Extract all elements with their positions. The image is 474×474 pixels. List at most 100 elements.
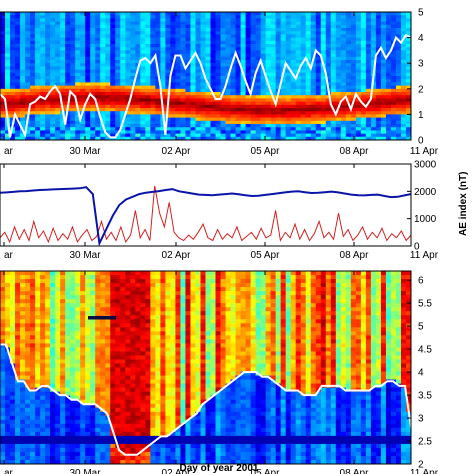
heatmap-cell — [110, 283, 116, 288]
y-tick-label: 1 — [418, 110, 424, 121]
heatmap-cell — [85, 21, 91, 26]
heatmap-cell — [25, 319, 31, 324]
heatmap-cell — [5, 72, 11, 77]
heatmap-cell — [5, 443, 11, 449]
heatmap-cell — [80, 63, 86, 67]
x-ticks-top: ar 30 Mar 02 Apr 05 Apr 08 Apr 11 Apr — [3, 12, 439, 157]
heatmap-cell — [115, 303, 121, 308]
heatmap-cell — [110, 133, 116, 138]
heatmap-cell — [120, 69, 126, 74]
heatmap-cell — [245, 40, 252, 45]
heatmap-cell — [350, 130, 357, 135]
heatmap-cell — [20, 56, 26, 61]
heatmap-cell — [230, 28, 237, 32]
heatmap-cell — [100, 339, 106, 344]
heatmap-cell — [50, 283, 56, 288]
heatmap-cell — [35, 136, 41, 140]
heatmap-cell — [50, 15, 56, 19]
heatmap-cell — [110, 92, 116, 96]
heatmap-cell — [170, 95, 177, 99]
heatmap-cell — [90, 275, 96, 280]
heatmap-cell — [190, 15, 197, 19]
heatmap-cell — [70, 31, 76, 35]
heatmap-cell — [95, 375, 101, 381]
heatmap-cell — [5, 69, 11, 74]
heatmap-cell — [70, 21, 76, 26]
heatmap-cell — [295, 124, 302, 128]
heatmap-cell — [20, 351, 26, 357]
heatmap-cell — [305, 127, 312, 131]
heatmap-cell — [75, 295, 81, 300]
heatmap-cell — [180, 79, 187, 83]
heatmap-cell — [75, 63, 81, 67]
heatmap-cell — [160, 403, 166, 409]
heatmap-cell — [20, 24, 26, 29]
heatmap-cell — [260, 76, 267, 80]
heatmap-cell — [120, 15, 126, 19]
heatmap-cell — [290, 101, 297, 106]
heatmap-cell — [95, 76, 101, 80]
heatmap-cell — [170, 283, 177, 288]
heatmap-cell — [380, 136, 387, 140]
heatmap-cell — [375, 31, 382, 35]
heatmap-cell — [100, 15, 106, 19]
heatmap-cell — [65, 427, 71, 433]
heatmap-cell — [115, 335, 121, 340]
heatmap-cell — [140, 117, 146, 122]
heatmap-cell — [0, 339, 6, 344]
heatmap-cell — [10, 295, 16, 300]
heatmap-cell — [15, 455, 21, 461]
heatmap-cell — [30, 18, 36, 23]
heatmap-cell — [75, 124, 81, 128]
heatmap-cell — [210, 79, 217, 83]
heatmap-cell — [55, 399, 61, 405]
heatmap-cell — [70, 79, 76, 83]
heatmap-cell — [100, 88, 106, 93]
heatmap-cell — [250, 44, 257, 48]
heatmap-cell — [135, 347, 141, 353]
heatmap-cell — [125, 53, 131, 58]
heatmap-cell — [15, 367, 21, 373]
heatmap-cell — [55, 435, 61, 441]
heatmap-cell — [50, 37, 56, 42]
heatmap-cell — [370, 136, 377, 140]
heatmap-cell — [0, 391, 6, 397]
heatmap-cell — [160, 299, 166, 304]
y-tick-label: 5 — [418, 8, 424, 19]
heatmap-cell — [145, 327, 151, 332]
heatmap-cell — [105, 104, 111, 109]
heatmap-cell — [110, 447, 116, 453]
heatmap-cell — [215, 56, 222, 61]
heatmap-cell — [215, 15, 222, 19]
heatmap-cell — [370, 82, 377, 87]
heatmap-cell — [10, 435, 16, 441]
heatmap-cell — [65, 295, 71, 300]
heatmap-cell — [40, 403, 46, 409]
heatmap-cell — [80, 117, 86, 122]
heatmap-cell — [55, 56, 61, 61]
heatmap-cell — [210, 47, 217, 51]
heatmap-cell — [340, 40, 347, 45]
heatmap-cell — [295, 21, 302, 26]
heatmap-cell — [25, 335, 31, 340]
heatmap-cell — [120, 47, 126, 51]
heatmap-cell — [235, 18, 242, 23]
heatmap-cell — [50, 117, 56, 122]
heatmap-cell — [160, 101, 166, 106]
heatmap-cell — [15, 130, 21, 135]
heatmap-cell — [135, 104, 141, 109]
heatmap-cell — [80, 50, 86, 55]
heatmap-cell — [290, 133, 297, 138]
heatmap-cell — [125, 323, 131, 328]
heatmap-cell — [185, 60, 192, 64]
heatmap-cell — [15, 415, 21, 421]
heatmap-cell — [220, 28, 227, 32]
heatmap-cell — [160, 18, 166, 23]
heatmap-cell — [340, 34, 347, 39]
heatmap-cell — [190, 56, 197, 61]
heatmap-cell — [95, 451, 101, 457]
heatmap-cell — [370, 117, 377, 122]
heatmap-cell — [115, 311, 121, 316]
heatmap-cell — [165, 455, 172, 461]
heatmap-cell — [20, 15, 26, 19]
